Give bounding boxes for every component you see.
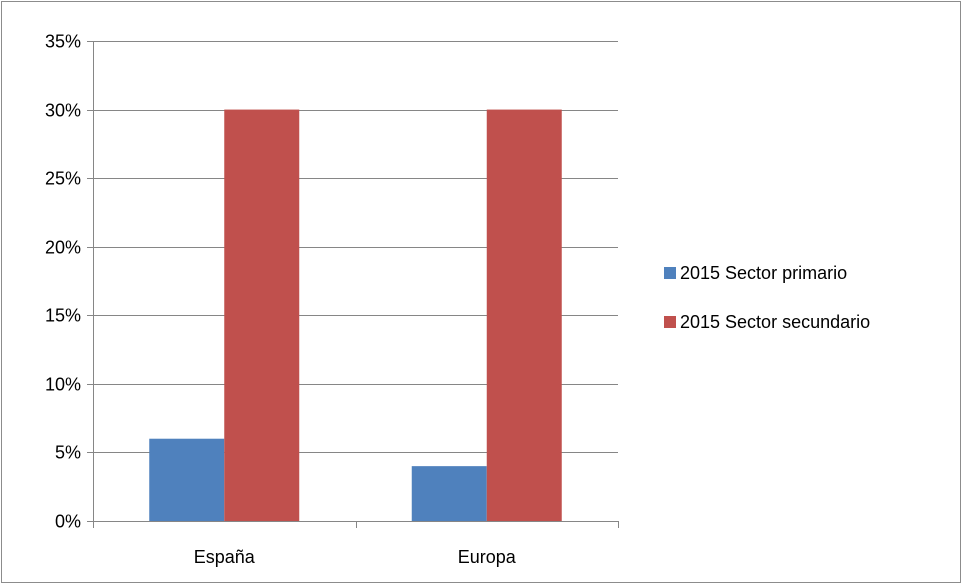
x-tick-labels: España Europa <box>194 547 517 567</box>
y-tick-label: 5% <box>55 443 81 463</box>
y-tick-label: 25% <box>45 169 81 189</box>
legend-label: 2015 Sector primario <box>680 263 847 283</box>
x-tick-label: España <box>194 547 256 567</box>
bar <box>486 109 562 522</box>
y-tick-labels: 0% 5% 10% 15% 20% 25% 30% 35% <box>45 32 81 532</box>
bar <box>149 438 225 521</box>
bars <box>149 109 562 522</box>
legend: 2015 Sector primario 2015 Sector secundar… <box>664 263 870 332</box>
legend-label: 2015 Sector secundario <box>680 312 870 332</box>
x-tick-label: Europa <box>458 547 517 567</box>
y-tick-label: 35% <box>45 32 81 52</box>
legend-swatch <box>664 267 676 279</box>
y-tick-label: 10% <box>45 375 81 395</box>
y-tick-label: 20% <box>45 238 81 258</box>
y-tick-label: 15% <box>45 306 81 326</box>
bar <box>224 109 300 522</box>
y-tick-label: 30% <box>45 101 81 121</box>
axes <box>87 41 619 528</box>
bar <box>411 466 487 521</box>
y-tick-label: 0% <box>55 512 81 532</box>
legend-swatch <box>664 316 676 328</box>
